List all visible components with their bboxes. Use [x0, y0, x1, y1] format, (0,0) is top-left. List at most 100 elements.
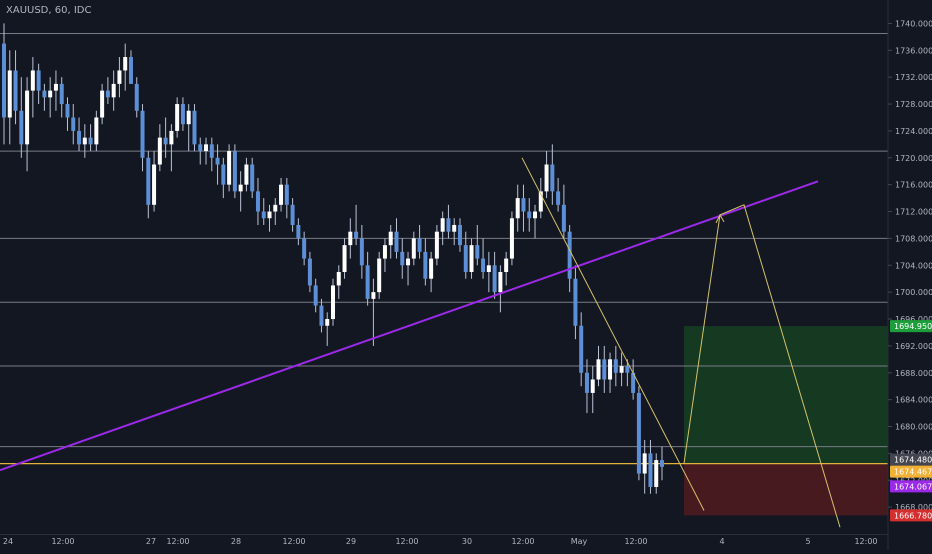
- candle: [388, 231, 393, 246]
- target-zone[interactable]: [684, 326, 888, 464]
- candle: [400, 251, 405, 266]
- candle: [417, 238, 422, 252]
- price-tick-label: 1740.0000: [895, 19, 932, 28]
- candle: [227, 151, 232, 185]
- symbol-title: XAUUSD, 60, IDC: [6, 5, 92, 16]
- candle: [556, 191, 561, 205]
- drawings: [0, 157, 841, 528]
- candle: [175, 104, 180, 131]
- price-label-bg: [890, 465, 932, 478]
- candle: [394, 231, 399, 252]
- candle: [382, 245, 387, 259]
- candle: [180, 104, 185, 125]
- candle: [325, 319, 330, 326]
- price-tick-label: 1684.0000: [895, 396, 932, 405]
- price-label-text: 1674.4670: [894, 468, 932, 477]
- candle: [186, 110, 191, 125]
- time-tick-label: 12:00: [51, 537, 74, 546]
- candle: [336, 272, 341, 286]
- candle: [284, 184, 289, 205]
- candle: [544, 164, 549, 192]
- candle: [273, 204, 278, 212]
- candle: [509, 218, 514, 259]
- stop-zone[interactable]: [684, 463, 888, 516]
- price-tick-label: 1704.0000: [895, 261, 932, 270]
- candle: [538, 191, 543, 212]
- candle: [290, 204, 295, 225]
- candle: [608, 359, 613, 380]
- time-tick-label: 4: [719, 537, 724, 546]
- candle: [209, 144, 214, 158]
- candle: [527, 211, 532, 219]
- candle: [452, 224, 457, 232]
- time-tick-label: 5: [805, 537, 810, 546]
- candle: [469, 245, 474, 272]
- projection-path[interactable]: [683, 204, 841, 528]
- time-tick-label: 24: [3, 537, 13, 546]
- candle: [446, 218, 451, 232]
- price-tick-label: 1720.0000: [895, 154, 932, 163]
- price-label-bg: [890, 453, 932, 466]
- price-tick-label: 1688.0000: [895, 369, 932, 378]
- candle: [198, 144, 203, 152]
- price-tick-label: 1668.0000: [895, 503, 932, 512]
- candle: [619, 366, 624, 373]
- price-label: 1694.9500: [890, 320, 932, 333]
- candle: [654, 460, 659, 487]
- candle: [117, 70, 122, 84]
- candle: [71, 117, 76, 131]
- diagonal-line[interactable]: [521, 157, 705, 511]
- candle: [331, 285, 335, 320]
- time-tick-label: 12:00: [511, 537, 534, 546]
- candle: [152, 164, 157, 205]
- candle: [19, 110, 24, 145]
- price-label-text: 1674.0670: [894, 482, 932, 491]
- candle: [255, 191, 260, 212]
- candle: [48, 90, 53, 98]
- candle: [7, 70, 12, 118]
- price-tick-label: 1692.0000: [895, 342, 932, 351]
- trendline[interactable]: [0, 180, 819, 472]
- candle: [88, 137, 93, 145]
- candle: [250, 164, 255, 192]
- price-tick-label: 1728.0000: [895, 100, 932, 109]
- candle: [53, 83, 58, 91]
- candle: [631, 372, 636, 393]
- candle: [2, 43, 6, 118]
- candle: [584, 372, 589, 393]
- candle: [140, 110, 145, 158]
- candle: [648, 453, 653, 487]
- price-tick-label: 1708.0000: [895, 234, 932, 243]
- candle: [486, 265, 491, 272]
- candle: [636, 392, 641, 474]
- candle: [354, 231, 359, 239]
- candle: [550, 164, 555, 192]
- candle: [13, 70, 18, 111]
- candles: [2, 23, 664, 494]
- candle: [359, 238, 364, 266]
- time-tick-label: 27: [146, 537, 156, 546]
- price-tick-label: 1716.0000: [895, 181, 932, 190]
- candle: [111, 83, 116, 98]
- candle: [521, 198, 526, 212]
- candle: [440, 218, 445, 232]
- candle: [457, 224, 462, 246]
- price-label-text: 1694.9500: [894, 322, 932, 331]
- candle: [65, 104, 70, 118]
- candle: [163, 137, 168, 145]
- candle: [504, 258, 509, 272]
- price-labels: 1694.9500 1674.4800 1674.4670 1674.0670 1666…: [890, 320, 932, 522]
- candle: [590, 379, 595, 393]
- candle: [567, 231, 572, 279]
- candle: [221, 164, 226, 185]
- time-tick-label: 29: [346, 537, 356, 546]
- candle: [613, 359, 618, 373]
- price-label: 1674.4800: [890, 453, 932, 466]
- candle: [105, 90, 110, 98]
- price-tick-label: 1736.0000: [895, 46, 932, 55]
- candle: [660, 460, 664, 467]
- candle: [25, 90, 30, 145]
- candle: [579, 325, 584, 373]
